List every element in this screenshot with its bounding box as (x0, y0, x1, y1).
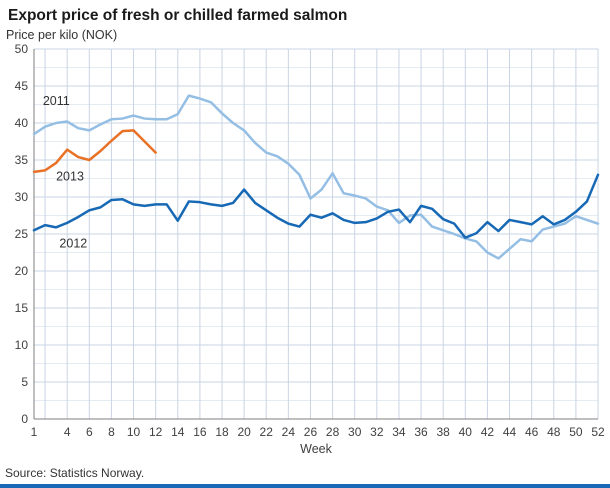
svg-text:20: 20 (237, 425, 251, 439)
gridlines-major (34, 48, 598, 383)
svg-text:0: 0 (21, 412, 28, 426)
svg-text:50: 50 (569, 425, 583, 439)
svg-text:6: 6 (86, 425, 93, 439)
svg-text:Week: Week (300, 442, 332, 455)
svg-text:35: 35 (15, 153, 29, 167)
svg-text:34: 34 (392, 425, 406, 439)
svg-text:50: 50 (15, 43, 29, 56)
svg-text:30: 30 (348, 425, 362, 439)
series-line-2011 (32, 94, 600, 260)
svg-text:1: 1 (31, 425, 38, 439)
series-line-2013 (32, 129, 157, 174)
y-axis-tick-labels: 0 5 10 15 20 25 30 35 40 45 50 (15, 43, 29, 426)
data-series-lines (32, 94, 600, 260)
svg-text:48: 48 (547, 425, 561, 439)
svg-text:36: 36 (414, 425, 428, 439)
svg-text:4: 4 (64, 425, 71, 439)
svg-text:12: 12 (149, 425, 163, 439)
svg-text:14: 14 (171, 425, 185, 439)
svg-text:15: 15 (15, 301, 29, 315)
x-axis-tick-labels: 1 4 6 8 10 12 14 16 18 20 22 24 26 28 30 32 34 36 38 40 42 44… (31, 425, 605, 439)
svg-text:40: 40 (15, 116, 29, 130)
svg-text:45: 45 (15, 79, 29, 93)
svg-text:40: 40 (459, 425, 473, 439)
svg-text:52: 52 (591, 425, 605, 439)
gridlines-vertical (44, 49, 599, 419)
svg-text:10: 10 (127, 425, 141, 439)
x-axis-title: Week (300, 442, 332, 455)
svg-text:24: 24 (282, 425, 296, 439)
svg-text:30: 30 (15, 190, 29, 204)
svg-text:5: 5 (21, 375, 28, 389)
svg-text:46: 46 (525, 425, 539, 439)
annotation-2011: 2011 (43, 94, 70, 108)
svg-text:10: 10 (15, 338, 29, 352)
svg-text:44: 44 (503, 425, 517, 439)
svg-text:42: 42 (481, 425, 495, 439)
svg-text:28: 28 (326, 425, 340, 439)
chart-title: Export price of fresh or chilled farmed … (8, 7, 348, 24)
svg-text:20: 20 (15, 264, 29, 278)
annotation-2013: 2013 (56, 170, 84, 184)
footer-rule (0, 484, 610, 488)
svg-text:25: 25 (15, 227, 29, 241)
svg-text:32: 32 (370, 425, 384, 439)
axes (33, 49, 598, 420)
y-axis-title: Price per kilo (NOK) (6, 28, 118, 42)
series-annotations: 2011 2013 2012 (43, 94, 87, 250)
annotation-2012: 2012 (59, 236, 87, 250)
source-note: Source: Statistics Norway. (5, 466, 145, 480)
svg-text:8: 8 (108, 425, 115, 439)
svg-text:26: 26 (304, 425, 318, 439)
svg-text:38: 38 (436, 425, 450, 439)
svg-text:18: 18 (215, 425, 229, 439)
svg-text:16: 16 (193, 425, 207, 439)
svg-text:22: 22 (260, 425, 274, 439)
series-line-2012 (32, 173, 600, 239)
